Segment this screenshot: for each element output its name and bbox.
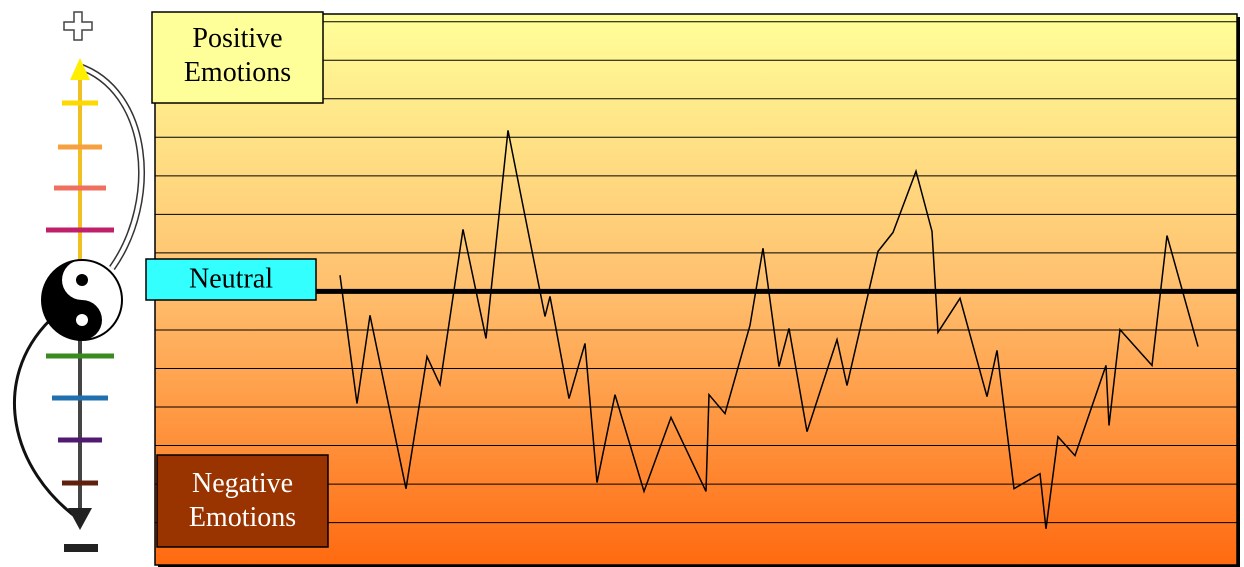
upper-curve-inner: [77, 64, 144, 270]
emotion-line: [339, 130, 1199, 529]
negative-label: Negative Emotions: [188, 468, 297, 533]
positive-label-wrap: Positive Emotions: [183, 23, 292, 88]
plus-icon: [63, 11, 93, 41]
upper-curve: [76, 62, 146, 271]
positive-label: Positive Emotions: [183, 23, 292, 88]
minus-icon: [64, 544, 98, 552]
up-arrow: [70, 58, 90, 80]
neutral-box: [145, 258, 317, 301]
negative-label-wrap: Negative Emotions: [188, 468, 297, 533]
down-arrow: [68, 508, 92, 530]
emotion-scale-icon: [12, 11, 146, 552]
positive-box: [151, 11, 324, 104]
lower-curve: [12, 318, 81, 522]
marks: [316, 130, 1237, 529]
neutral-label: Neutral: [189, 263, 273, 294]
yin-yang: [41, 259, 123, 341]
negative-box: [156, 454, 329, 548]
labels: Positive Emotions Neutral Negative Emoti…: [145, 11, 329, 548]
